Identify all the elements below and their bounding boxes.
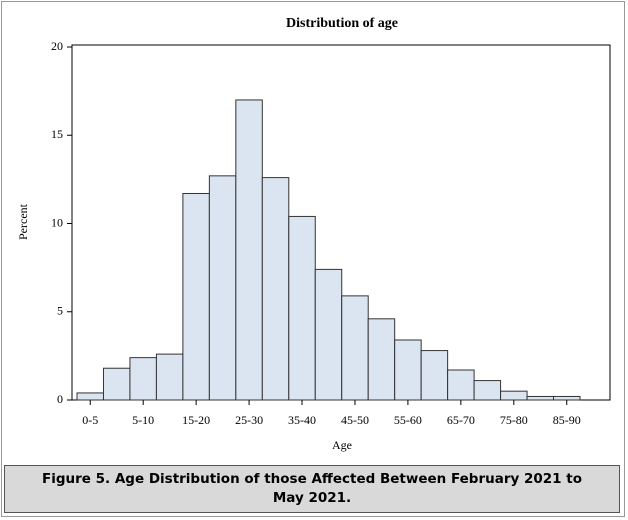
bar — [129, 357, 157, 401]
bar — [447, 369, 475, 401]
bar — [341, 295, 369, 401]
x-tick-label: 5-10 — [132, 413, 154, 427]
x-tick-label: 0-5 — [82, 413, 98, 427]
bar — [500, 390, 528, 401]
bar — [102, 367, 131, 401]
x-tick-label: 75-80 — [500, 413, 528, 427]
bar — [261, 177, 290, 401]
bar — [473, 380, 502, 401]
x-axis-label: Age — [332, 438, 352, 452]
y-tick-label: 0 — [57, 392, 63, 406]
chart: Distribution of age Age Percent 0 5 10 15 20… — [16, 16, 611, 452]
y-tick-label: 20 — [51, 39, 63, 53]
caption: Figure 5. Age Distribution of those Affe… — [4, 465, 620, 513]
bar — [288, 215, 316, 401]
bar — [76, 392, 104, 401]
y-axis-label: Percent — [16, 203, 30, 240]
y-tick-label: 5 — [57, 304, 63, 318]
x-tick-label: 55-60 — [394, 413, 422, 427]
bar — [553, 395, 581, 401]
x-tick-label: 45-50 — [341, 413, 369, 427]
x-tick-label: 35-40 — [288, 413, 316, 427]
y-tick-label: 15 — [51, 127, 63, 141]
x-tick-label: 15-20 — [182, 413, 210, 427]
bar — [182, 192, 210, 401]
bar — [394, 339, 422, 401]
bar — [314, 268, 343, 401]
bar — [526, 395, 555, 401]
bar — [155, 353, 184, 401]
x-tick-label: 85-90 — [553, 413, 581, 427]
x-tick-label: 25-30 — [235, 413, 263, 427]
bar — [367, 318, 396, 401]
y-tick-label: 10 — [51, 215, 63, 229]
bar — [235, 99, 263, 401]
bar — [208, 175, 237, 401]
x-tick-label: 65-70 — [447, 413, 475, 427]
bar — [420, 350, 449, 401]
chart-title: Distribution of age — [286, 16, 398, 31]
